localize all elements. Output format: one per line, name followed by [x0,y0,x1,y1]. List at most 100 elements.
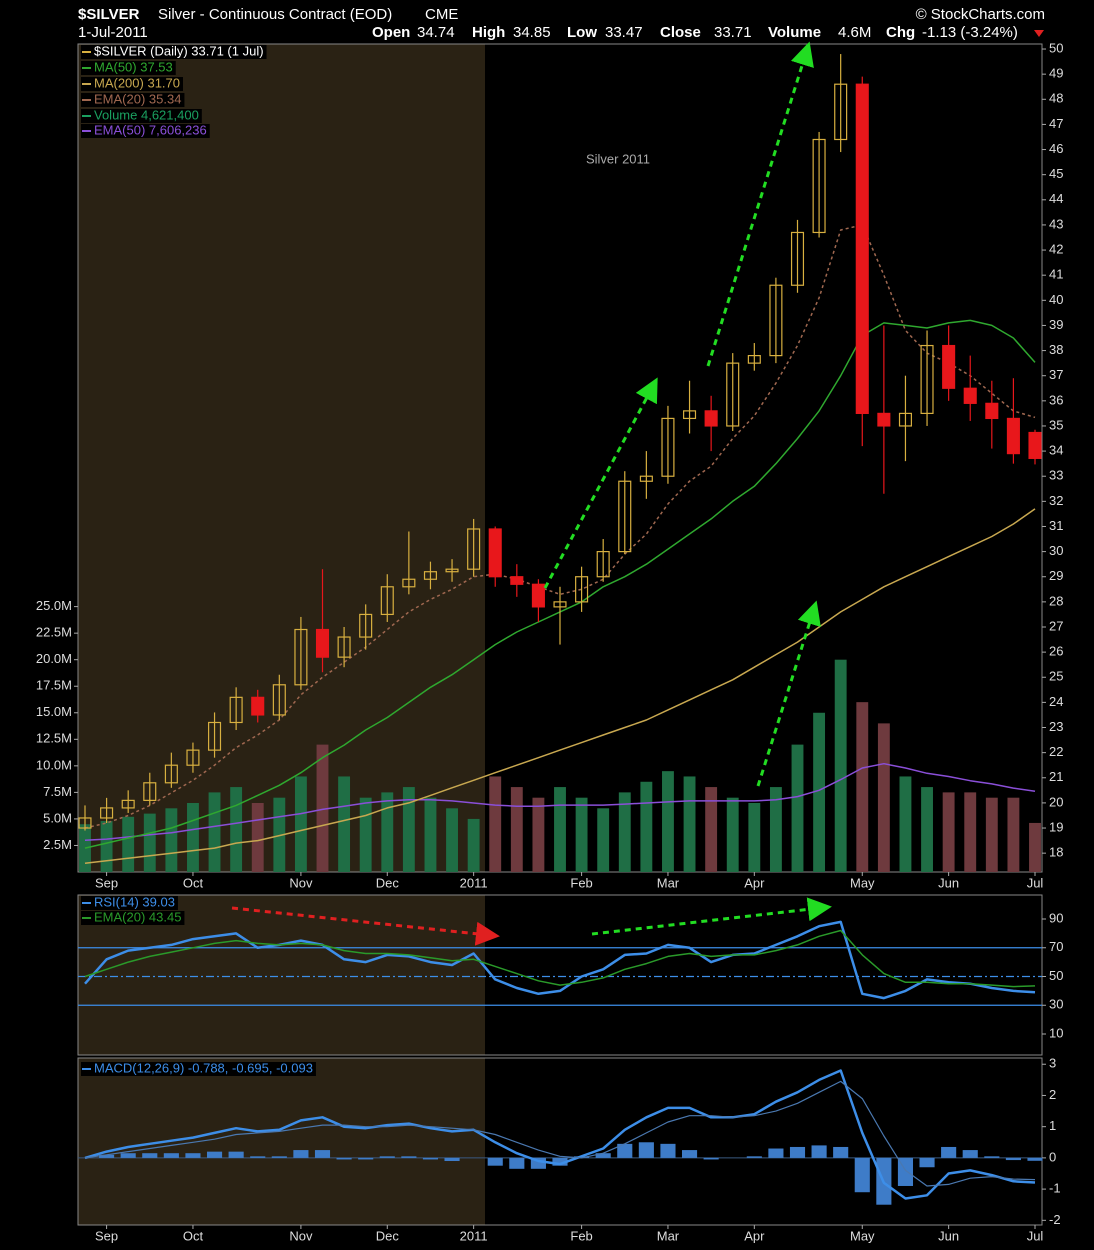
y-tick-label: 19 [1049,819,1063,834]
stat-value: 34.85 [513,24,551,41]
histogram-bar [962,1150,978,1158]
y-tick-label: 47 [1049,116,1063,131]
y-tick-label: 38 [1049,342,1063,357]
legend-background [81,77,183,91]
candle-body [898,412,912,427]
histogram-bar [99,1154,115,1158]
x-tick-label: May [850,1228,875,1243]
volume-bar [726,797,739,872]
histogram-bar [854,1157,870,1193]
stat-label: Volume [768,24,821,41]
histogram-bar [660,1143,676,1158]
x-tick-label: Sep [95,1228,118,1243]
candle-body [423,571,437,580]
histogram-bar [833,1146,849,1158]
volume-bar [705,787,718,872]
source: © StockCharts.com [916,6,1045,23]
candle-body [272,684,286,716]
y-tick-label: 46 [1049,141,1063,156]
histogram-bar [358,1157,374,1160]
legend-entry: EMA(20) 35.34 [94,91,181,106]
volume-bar [316,744,329,872]
x-tick-label: Apr [744,875,765,890]
y-tick-label: 30 [1049,997,1063,1012]
histogram-bar [379,1156,395,1158]
legend-background [81,1062,316,1076]
y-tick-label: 3 [1049,1056,1056,1071]
candle-body [575,576,589,603]
candle-body [683,410,697,420]
legend-entry: MA(50) 37.53 [94,59,173,74]
x-tick-label: Feb [570,1228,592,1243]
histogram-bar [789,1146,806,1158]
panel-border [77,1057,1043,1226]
volume-bar [1007,797,1020,872]
volume-bar [985,797,998,872]
candle-body [639,475,653,482]
histogram-bar [444,1157,460,1162]
y-tick-label: 43 [1049,216,1063,231]
y-tick-label: 37 [1049,367,1063,382]
histogram-bar [681,1150,698,1158]
histogram-bar [941,1146,957,1158]
candle-body [208,721,222,751]
histogram-bar [271,1156,287,1158]
candle-body [467,528,481,570]
volume-bar [100,821,113,872]
macd-line [84,1080,1036,1187]
volume-tick-label: 22.5M [36,625,72,640]
stat-value: 34.74 [417,24,455,41]
histogram-bar [1005,1157,1021,1161]
volume-bar [662,771,674,872]
y-tick-label: 50 [1049,40,1063,55]
candle-body [985,402,999,420]
x-tick-label: Nov [289,875,313,890]
indicator-line [84,929,1036,988]
x-tick-label: Dec [376,875,400,890]
volume-bar [446,808,458,872]
stat-value: 4.6M [838,24,871,41]
volume-bar [402,787,415,872]
x-tick-label: Apr [744,1228,765,1243]
candle-body [337,636,351,658]
overlay-line [84,508,1036,864]
y-tick-label: 25 [1049,669,1063,684]
histogram-bar [422,1157,439,1160]
y-tick-label: 39 [1049,317,1063,332]
y-tick-label: 18 [1049,845,1063,860]
histogram-bar [206,1151,223,1158]
volume-tick-label: 2.5M [43,837,72,852]
volume-tick-label: 12.5M [36,731,72,746]
volume-bar [899,776,912,872]
candle-body [920,344,934,414]
y-tick-label: 10 [1049,1025,1063,1040]
y-tick-label: 49 [1049,66,1063,81]
volume-bar [381,792,394,872]
candle-body [100,807,114,819]
candle-body [445,568,459,573]
legend-background [81,109,202,123]
histogram-bar [163,1153,179,1158]
histogram-bar [401,1156,417,1158]
x-tick-label: Jun [938,1228,959,1243]
stat-label: Close [660,24,701,41]
volume-ema-line [84,762,1036,841]
x-tick-label: Mar [657,875,680,890]
stat-value: 33.47 [605,24,643,41]
y-tick-label: 41 [1049,267,1063,282]
history-shade [78,44,485,872]
down-arrow [1034,30,1044,37]
histogram-bar [1027,1157,1043,1161]
y-tick-label: -1 [1049,1181,1061,1196]
volume-bar [79,824,91,872]
histogram-bar [142,1153,158,1158]
candle-body [704,410,718,427]
volume-bar [510,787,523,872]
x-tick-label: Feb [570,875,592,890]
y-tick-label: 33 [1049,468,1063,483]
volume-bar [338,776,351,872]
stat-label: Low [567,24,597,41]
x-tick-label: Dec [376,1228,400,1243]
candle-body [661,417,675,477]
legend-background [81,93,185,107]
